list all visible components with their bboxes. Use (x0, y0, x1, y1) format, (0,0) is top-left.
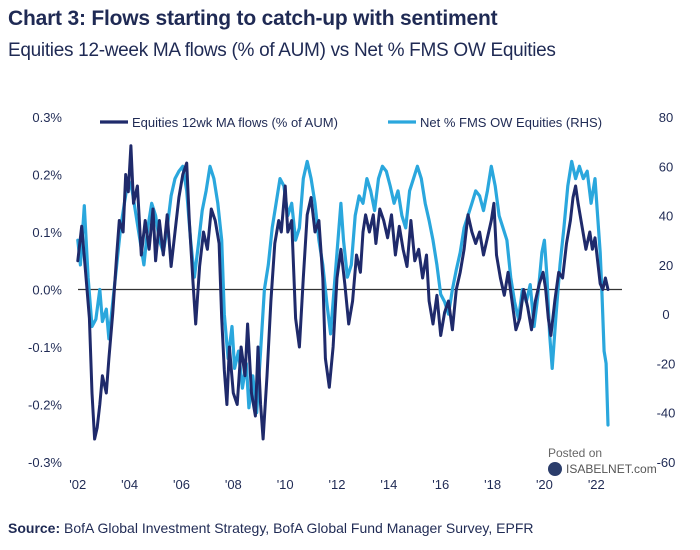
y-left-tick-label: -0.3% (28, 455, 62, 470)
x-tick-label: '04 (121, 477, 138, 492)
right-axis-ticks: -60 -40 -20 0 20 40 60 80 (657, 110, 676, 470)
legend-label-flows: Equities 12wk MA flows (% of AUM) (132, 115, 338, 130)
x-tick-label: '16 (432, 477, 449, 492)
x-tick-label: '02 (69, 477, 86, 492)
x-tick-label: '20 (536, 477, 553, 492)
chart-subtitle: Equities 12-week MA flows (% of AUM) vs … (8, 40, 556, 61)
chart-title: Chart 3: Flows starting to catch-up with… (8, 7, 498, 30)
watermark: Posted on ISABELNET.com (548, 445, 657, 477)
source-note: Source: BofA Global Investment Strategy,… (8, 520, 534, 536)
y-right-tick-label: 0 (662, 307, 669, 322)
watermark-site: ISABELNET.com (548, 461, 657, 477)
x-tick-label: '10 (277, 477, 294, 492)
y-left-tick-label: 0.1% (32, 225, 62, 240)
x-tick-label: '12 (329, 477, 346, 492)
x-tick-label: '08 (225, 477, 242, 492)
y-right-tick-label: 60 (659, 159, 673, 174)
x-axis-ticks: '02 '04 '06 '08 '10 '12 '14 '16 '18 '20 '22 (69, 477, 604, 492)
y-right-tick-label: 20 (659, 258, 673, 273)
watermark-site-name: ISABELNET.com (566, 462, 657, 476)
x-tick-label: '14 (380, 477, 397, 492)
y-left-tick-label: 0.3% (32, 110, 62, 125)
y-right-tick-label: -60 (657, 455, 676, 470)
y-left-tick-label: -0.1% (28, 340, 62, 355)
source-label: Source: (8, 520, 61, 536)
series-line-fms-ow (76, 159, 610, 427)
legend: Equities 12wk MA flows (% of AUM) Net % F… (100, 115, 602, 130)
x-tick-label: '06 (173, 477, 190, 492)
left-axis-ticks: -0.3% -0.2% -0.1% 0.0% 0.1% 0.2% 0.3% (28, 110, 62, 470)
source-text: BofA Global Investment Strategy, BofA Gl… (60, 520, 534, 536)
series-layer (76, 144, 610, 441)
legend-label-fms-ow: Net % FMS OW Equities (RHS) (420, 115, 602, 130)
series-line-flows (76, 144, 610, 441)
x-tick-label: '18 (484, 477, 501, 492)
y-left-tick-label: 0.0% (32, 283, 62, 298)
y-left-tick-label: 0.2% (32, 168, 62, 183)
watermark-logo-icon (548, 462, 562, 476)
x-tick-label: '22 (588, 477, 605, 492)
y-right-tick-label: 40 (659, 209, 673, 224)
y-left-tick-label: -0.2% (28, 398, 62, 413)
y-right-tick-label: -20 (657, 356, 676, 371)
y-right-tick-label: 80 (659, 110, 673, 125)
watermark-posted-on: Posted on (548, 446, 603, 460)
y-right-tick-label: -40 (657, 406, 676, 421)
